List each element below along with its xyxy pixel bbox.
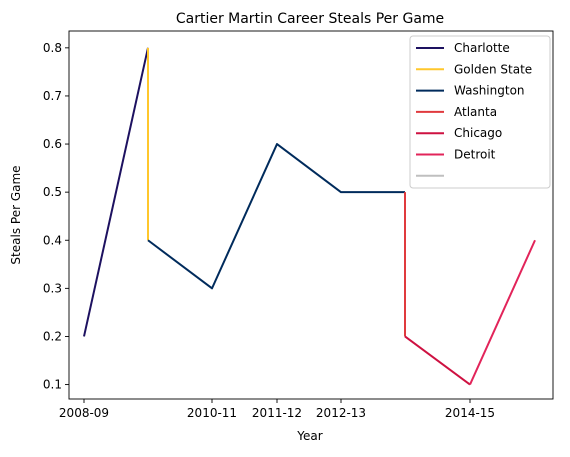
legend-frame	[409, 35, 551, 189]
legend-label: Golden State	[454, 62, 532, 76]
x-tick-label: 2011-12	[252, 406, 302, 420]
chart-title: Cartier Martin Career Steals Per Game	[176, 11, 444, 27]
y-tick-label: 0.1	[43, 378, 62, 392]
legend-label: Detroit	[454, 148, 496, 162]
series-line-6	[469, 239, 536, 385]
x-tick-label: 2014-15	[445, 406, 495, 420]
legend-label: Atlanta	[454, 105, 497, 119]
y-axis: 0.1 0.2 0.3 0.4 0.5 0.6 0.7 0.8	[43, 41, 69, 392]
legend-label: Charlotte	[454, 41, 510, 55]
y-tick-label: 0.7	[43, 89, 62, 103]
y-tick-label: 0.4	[43, 233, 62, 247]
x-tick-label: 2010-11	[187, 406, 237, 420]
y-axis-label: Steals Per Game	[9, 165, 23, 264]
series-line-3	[147, 143, 405, 290]
y-tick-label: 0.2	[43, 329, 62, 343]
y-tick-label: 0.8	[43, 41, 62, 55]
x-tick-label: 2012-13	[316, 406, 366, 420]
legend-label: Chicago	[454, 126, 502, 140]
y-tick-label: 0.5	[43, 185, 62, 199]
series-line-1	[83, 47, 149, 337]
y-tick-label: 0.3	[43, 281, 62, 295]
x-tick-label: 2008-09	[59, 406, 109, 420]
x-axis-label: Year	[296, 429, 322, 443]
legend-items: Charlotte Golden State Washington Atlanta Ch…	[416, 41, 532, 177]
series-layer	[83, 47, 536, 386]
x-axis: 2008-09 2010-11 2011-12 2012-13 2014-15	[59, 399, 495, 420]
series-line-5	[404, 335, 471, 386]
y-tick-label: 0.6	[43, 137, 62, 151]
legend-label: Washington	[454, 84, 525, 98]
legend: Charlotte Golden State Washington Atlanta Ch…	[409, 35, 551, 189]
